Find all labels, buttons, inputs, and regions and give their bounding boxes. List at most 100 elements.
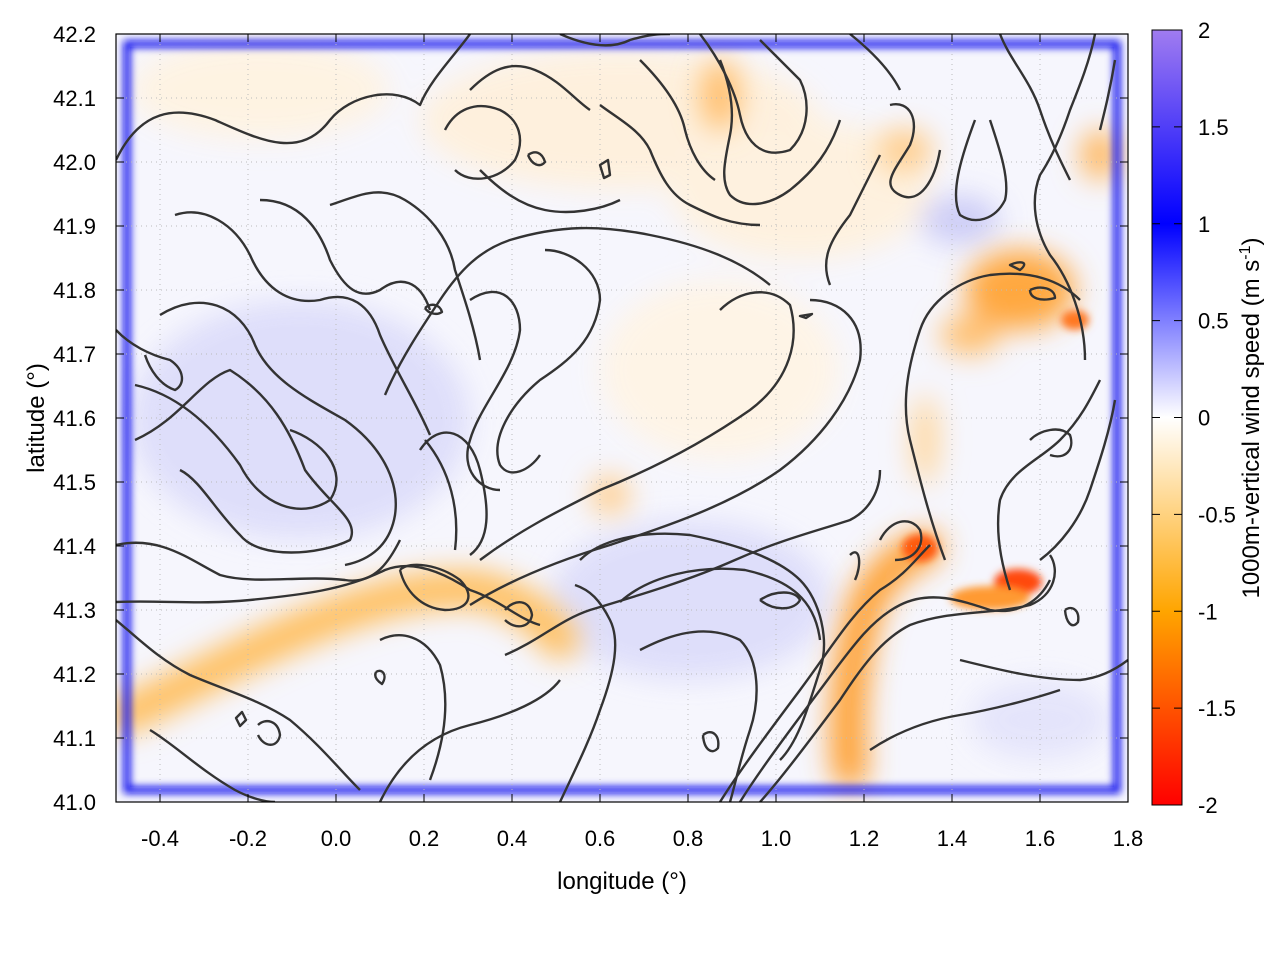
x-tick-label: 1.4 (937, 826, 968, 851)
contour-line (423, 303, 444, 316)
field-patch-orange (670, 120, 930, 260)
contour-line (798, 312, 814, 320)
colorbar-tick-label: 0.5 (1198, 309, 1229, 334)
colorbar-tick-label: 1.5 (1198, 115, 1229, 140)
contour-line (234, 710, 248, 728)
x-tick-label: 1.2 (849, 826, 880, 851)
y-tick-label: 42.0 (53, 150, 96, 175)
x-tick-label: 1.6 (1025, 826, 1056, 851)
colorbar-label-sup: -1 (1237, 245, 1254, 259)
contour-line (149, 728, 276, 802)
x-tick-label: -0.4 (141, 826, 179, 851)
colorbar-label-end: ) (1238, 237, 1265, 245)
contour-line (718, 544, 931, 802)
colorbar-ticks: 2 1.5 1 0.5 0 -0.5 -1 -1.5 -2 (1152, 18, 1236, 818)
contour-line (116, 539, 402, 582)
contour-line (599, 104, 761, 227)
y-tick-label: 42.1 (53, 86, 96, 111)
contour-line (383, 226, 771, 396)
contour-line (379, 634, 447, 781)
field-patch-orange (130, 40, 390, 140)
contour-line (159, 301, 397, 567)
colorbar-tick-label: -1.5 (1198, 696, 1236, 721)
contour-line (824, 154, 882, 286)
contour-line (466, 290, 522, 492)
contour-lines (116, 34, 1128, 802)
field-patch-blue (550, 520, 830, 680)
x-axis: -0.4 -0.2 0.0 0.2 0.4 0.6 0.8 1.0 1.2 1.4 1.6 1.8 (141, 34, 1143, 851)
contour-line (1063, 606, 1080, 627)
contour-line (869, 688, 1061, 751)
colorbar-tick-label: 1 (1198, 212, 1210, 237)
patch-north (700, 60, 740, 130)
contour-line (849, 551, 861, 581)
contour-line (443, 104, 522, 180)
y-tick-label: 41.6 (53, 406, 96, 431)
colorbar-label-main: 1000m-vertical wind speed (m s (1238, 260, 1265, 599)
contour-line (759, 554, 1057, 802)
contour-line (718, 59, 842, 206)
contour-line (424, 439, 458, 551)
colorbar-tick-label: -2 (1198, 793, 1218, 818)
contour-line (996, 379, 1102, 591)
x-tick-label: 0.6 (585, 826, 616, 851)
y-tick-label: 41.8 (53, 278, 96, 303)
x-axis-label: longitude (°) (557, 868, 687, 895)
contour-line (419, 431, 488, 556)
patch-east (877, 128, 933, 172)
contour-line (504, 469, 882, 657)
contour-line (479, 291, 795, 561)
colorbar-tick-label: -1 (1198, 599, 1218, 624)
y-axis-label: latitude (°) (23, 363, 50, 473)
contour-line (579, 532, 826, 761)
x-tick-label: 0.2 (409, 826, 440, 851)
contour-line (1039, 399, 1117, 561)
y-tick-label: 41.3 (53, 598, 96, 623)
contour-line (558, 583, 617, 802)
contour-line (374, 669, 386, 686)
contour-line (479, 169, 621, 214)
colorbar-tick-label: 0 (1198, 406, 1210, 431)
contour-line (998, 34, 1072, 181)
colorbar-label: 1000m-vertical wind speed (m s-1) (1237, 237, 1265, 598)
x-tick-label: 0.8 (673, 826, 704, 851)
contour-line (378, 679, 561, 802)
contour-line (619, 567, 822, 641)
contour-line (469, 298, 862, 607)
core-1.68 (1061, 310, 1089, 330)
y-axis: 41.0 41.1 41.2 41.3 41.4 41.5 41.6 41.7 41.8 41.9… (53, 22, 1128, 815)
contour-line (1008, 261, 1026, 272)
y-tick-label: 41.1 (53, 726, 96, 751)
contour-line (1033, 34, 1097, 361)
contour-line (598, 158, 612, 180)
patch-east (911, 395, 939, 485)
contour-line (904, 272, 1081, 561)
contour-line (526, 151, 547, 167)
contour-line (639, 630, 758, 802)
contour-line (954, 119, 1008, 222)
contour-line (759, 591, 802, 610)
contour-line (469, 64, 591, 111)
y-tick-label: 41.7 (53, 342, 96, 367)
contour-line (878, 520, 923, 562)
x-tick-label: -0.2 (229, 826, 267, 851)
patch-east (1080, 130, 1120, 180)
contour-line (134, 383, 338, 510)
contour-line (259, 198, 432, 311)
field-layer (116, 40, 1121, 794)
y-tick-label: 41.2 (53, 662, 96, 687)
contour-line (116, 34, 471, 161)
contour-line (329, 191, 482, 361)
x-tick-label: 1.0 (761, 826, 792, 851)
x-tick-label: 0.4 (497, 826, 528, 851)
contour-line (701, 731, 720, 753)
x-tick-label: 0.0 (321, 826, 352, 851)
contour-line (116, 619, 361, 791)
contour-line (504, 601, 534, 628)
colorbar-tick-label: -0.5 (1198, 502, 1236, 527)
x-tick-label: 1.8 (1113, 826, 1144, 851)
y-tick-label: 42.2 (53, 22, 96, 47)
colorbar-tick-label: 2 (1198, 18, 1210, 43)
y-tick-label: 41.5 (53, 470, 96, 495)
